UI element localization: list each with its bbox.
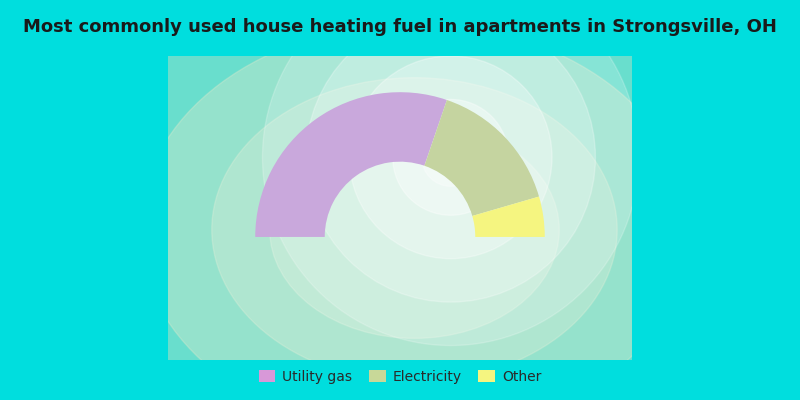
Legend: Utility gas, Electricity, Other: Utility gas, Electricity, Other xyxy=(253,364,547,390)
Ellipse shape xyxy=(270,121,559,338)
Ellipse shape xyxy=(67,0,762,400)
Circle shape xyxy=(393,100,509,215)
Ellipse shape xyxy=(139,24,690,400)
Circle shape xyxy=(422,128,480,186)
Circle shape xyxy=(306,12,595,302)
Wedge shape xyxy=(255,92,447,237)
Wedge shape xyxy=(424,100,539,216)
Ellipse shape xyxy=(212,78,617,382)
Text: Most commonly used house heating fuel in apartments in Strongsville, OH: Most commonly used house heating fuel in… xyxy=(23,18,777,36)
Wedge shape xyxy=(472,196,545,237)
Circle shape xyxy=(262,0,639,346)
Circle shape xyxy=(350,56,552,259)
